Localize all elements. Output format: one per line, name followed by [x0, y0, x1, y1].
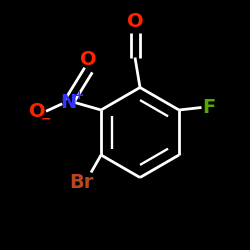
Text: +: + — [74, 89, 84, 102]
Text: N: N — [60, 93, 77, 112]
Text: O: O — [80, 50, 97, 69]
Text: O: O — [29, 102, 46, 121]
Text: −: − — [40, 112, 51, 125]
Text: F: F — [202, 98, 215, 117]
Text: O: O — [127, 12, 143, 31]
Text: Br: Br — [69, 173, 93, 192]
